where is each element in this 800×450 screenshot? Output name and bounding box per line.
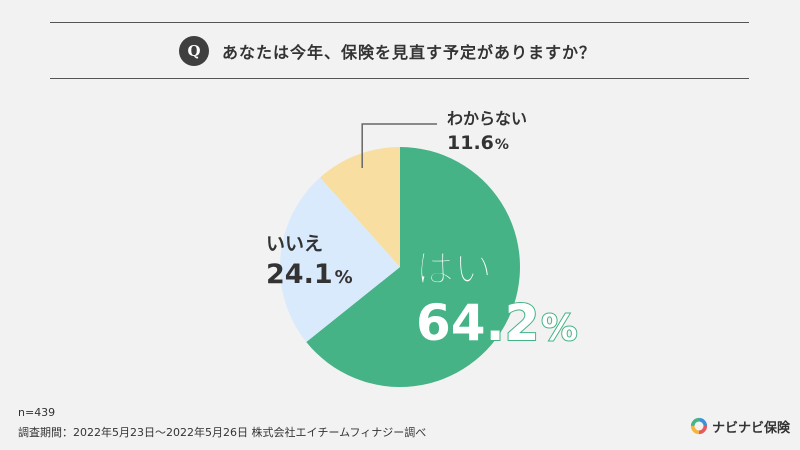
survey-source: 調査期間：2022年5月23日〜2022年5月26日 株式会社エイチームフィナジ… <box>18 426 427 439</box>
brand-logo-icon <box>690 417 708 435</box>
pie-slice-unknown <box>320 147 400 267</box>
value-unknown: 11.6% <box>447 132 509 154</box>
logo-ring-blue <box>690 417 708 435</box>
sample-size: n=439 <box>18 406 56 419</box>
value-yes: 64.2% <box>416 294 577 352</box>
leader-line-unknown <box>361 123 437 168</box>
value-unknown-number: 11.6 <box>447 132 494 154</box>
pie-slice-yes <box>306 147 520 387</box>
label-yes: はい <box>416 247 492 291</box>
brand-logo: ナビナビ保険 <box>690 416 790 436</box>
value-unknown-unit: % <box>495 137 509 153</box>
value-yes-number: 64.2 <box>416 294 539 352</box>
logo-ring-green <box>690 417 708 435</box>
question-text: あなたは今年、保険を見直す予定がありますか？ <box>222 43 597 62</box>
value-yes-unit: % <box>541 308 577 349</box>
logo-ring-yellow <box>690 417 708 435</box>
label-no: いいえ <box>266 233 323 255</box>
value-no-unit: % <box>335 267 353 288</box>
value-no: 24.1% <box>266 259 353 290</box>
bottom-rule <box>50 78 749 79</box>
value-no-number: 24.1 <box>266 259 333 290</box>
pie-slice-no <box>279 177 400 342</box>
top-rule <box>50 22 749 23</box>
label-unknown: わからない <box>447 109 527 128</box>
question-badge: Q <box>179 36 209 66</box>
brand-logo-text: ナビナビ保険 <box>712 420 791 436</box>
